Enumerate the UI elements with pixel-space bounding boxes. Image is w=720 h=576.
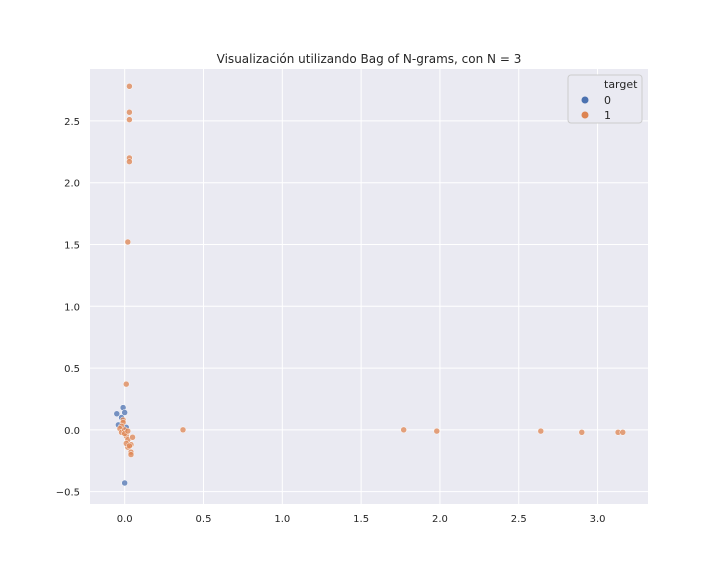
legend-marker-1	[581, 111, 589, 119]
x-tick-label: 2.5	[511, 514, 527, 525]
data-point-series-0	[113, 410, 121, 418]
legend-title: target	[604, 78, 638, 91]
y-tick-label: 2.5	[64, 117, 80, 128]
data-point-series-1	[179, 426, 187, 434]
data-point-series-1	[126, 158, 133, 165]
data-point-series-1	[126, 83, 133, 90]
data-point-series-1	[126, 109, 133, 116]
data-point-series-1	[400, 426, 407, 434]
data-point-series-1	[129, 434, 136, 441]
legend: target 0 1	[567, 74, 643, 124]
y-tick-label: 2.0	[64, 179, 80, 190]
legend-label-1: 1	[604, 109, 611, 122]
data-point-series-1	[124, 238, 132, 246]
tick-labels: 0.0 0.5 1.0 1.5 2.0 2.5 3.0 −0.5 0.0 0.5 1.0 1.5 2.0…	[56, 117, 606, 525]
x-tick-label: 1.5	[353, 514, 369, 525]
data-point-series-1	[126, 442, 133, 450]
y-tick-label: −0.5	[56, 488, 80, 499]
data-point-series-1	[619, 429, 627, 436]
data-points	[113, 83, 627, 487]
data-point-series-1	[433, 427, 441, 435]
data-point-series-0	[121, 409, 128, 416]
data-point-series-1	[126, 116, 133, 123]
plot-area	[90, 69, 648, 504]
chart-title: Visualización utilizando Bag of N-grams,…	[217, 52, 522, 66]
grid	[90, 69, 648, 504]
y-tick-label: 0.5	[64, 364, 80, 375]
x-tick-label: 2.0	[432, 514, 448, 525]
legend-label-0: 0	[604, 94, 611, 107]
x-tick-label: 0.5	[196, 514, 212, 525]
data-point-series-1	[124, 427, 132, 435]
x-tick-label: 1.0	[274, 514, 290, 525]
x-tick-label: 3.0	[590, 514, 606, 525]
data-point-series-1	[537, 427, 545, 435]
data-point-series-1	[123, 380, 130, 388]
legend-box	[567, 74, 643, 124]
y-tick-label: 1.0	[64, 302, 80, 313]
legend-marker-0	[581, 96, 589, 104]
data-point-series-0	[121, 479, 128, 487]
data-point-series-1	[578, 429, 586, 436]
x-tick-label: 0.0	[117, 514, 133, 525]
data-point-series-1	[127, 451, 135, 458]
y-tick-label: 0.0	[64, 426, 80, 437]
y-tick-label: 1.5	[64, 240, 80, 251]
